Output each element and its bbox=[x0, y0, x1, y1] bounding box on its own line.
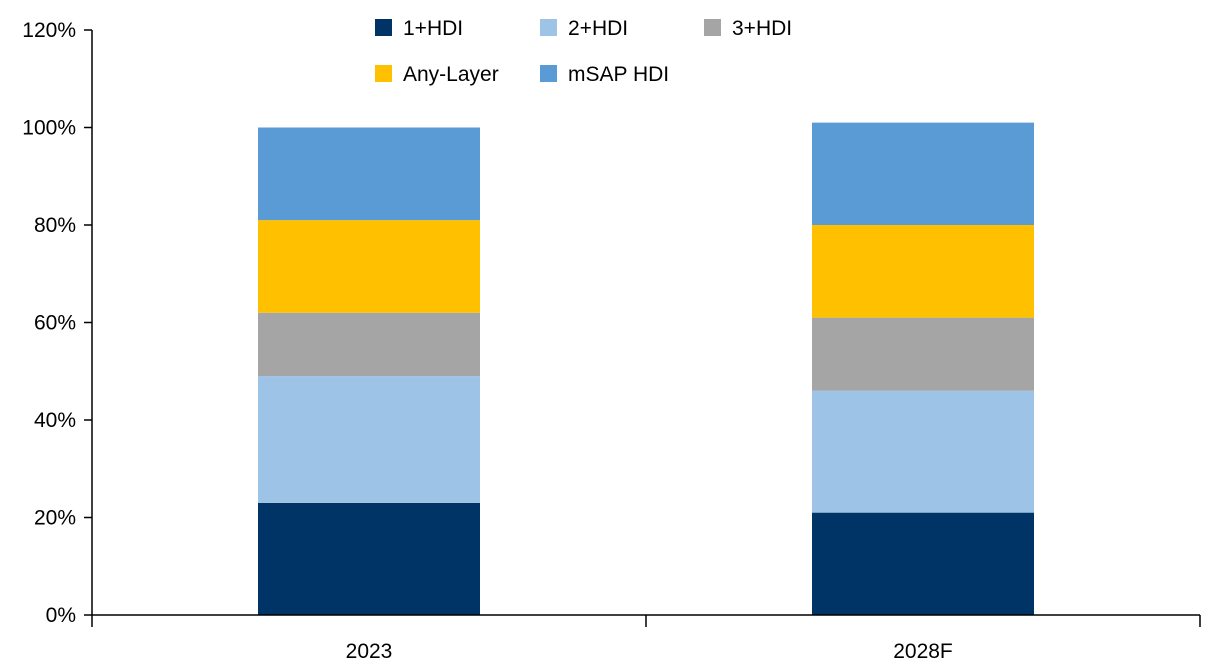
y-axis: 0% 20% 40% 60% 80% 100% 120% bbox=[22, 19, 93, 627]
bar-segment-2-hdi-2023 bbox=[258, 376, 480, 503]
y-tick-label: 100% bbox=[22, 117, 76, 140]
bar-segment-msap-hdi-2023 bbox=[258, 127, 480, 221]
y-tick-label: 80% bbox=[34, 214, 76, 237]
legend-label: 3+HDI bbox=[732, 17, 792, 40]
y-tick-label: 60% bbox=[34, 312, 76, 335]
bar-segment-any-layer-2028f bbox=[812, 225, 1034, 318]
legend-swatch bbox=[540, 19, 557, 36]
x-tick-label: 2028F bbox=[893, 640, 953, 663]
legend-swatch bbox=[375, 19, 392, 36]
legend-label: Any-Layer bbox=[403, 63, 499, 86]
legend-swatch bbox=[540, 65, 557, 82]
y-tick-label: 20% bbox=[34, 507, 76, 530]
legend-label: 2+HDI bbox=[568, 17, 628, 40]
legend-label: mSAP HDI bbox=[568, 63, 669, 86]
x-axis: 2023 2028F bbox=[91, 614, 1201, 663]
bar-segment-msap-hdi-2028f bbox=[812, 122, 1034, 225]
bar-segment-2-hdi-2028f bbox=[812, 390, 1034, 513]
x-tick-label: 2023 bbox=[346, 640, 393, 663]
legend: 1+HDI 2+HDI 3+HDI Any-Layer mSAP HDI bbox=[375, 17, 792, 86]
y-tick-label: 0% bbox=[46, 604, 76, 627]
bars-group bbox=[258, 122, 1034, 615]
bar-segment-any-layer-2023 bbox=[258, 220, 480, 313]
legend-swatch bbox=[375, 65, 392, 82]
legend-label: 1+HDI bbox=[403, 17, 463, 40]
bar-segment-1-hdi-2023 bbox=[258, 502, 480, 615]
bar-segment-3-hdi-2023 bbox=[258, 312, 480, 377]
legend-swatch bbox=[704, 19, 721, 36]
bar-segment-1-hdi-2028f bbox=[812, 512, 1034, 615]
y-tick-label: 120% bbox=[22, 19, 76, 42]
bar-segment-3-hdi-2028f bbox=[812, 317, 1034, 391]
y-tick-label: 40% bbox=[34, 409, 76, 432]
